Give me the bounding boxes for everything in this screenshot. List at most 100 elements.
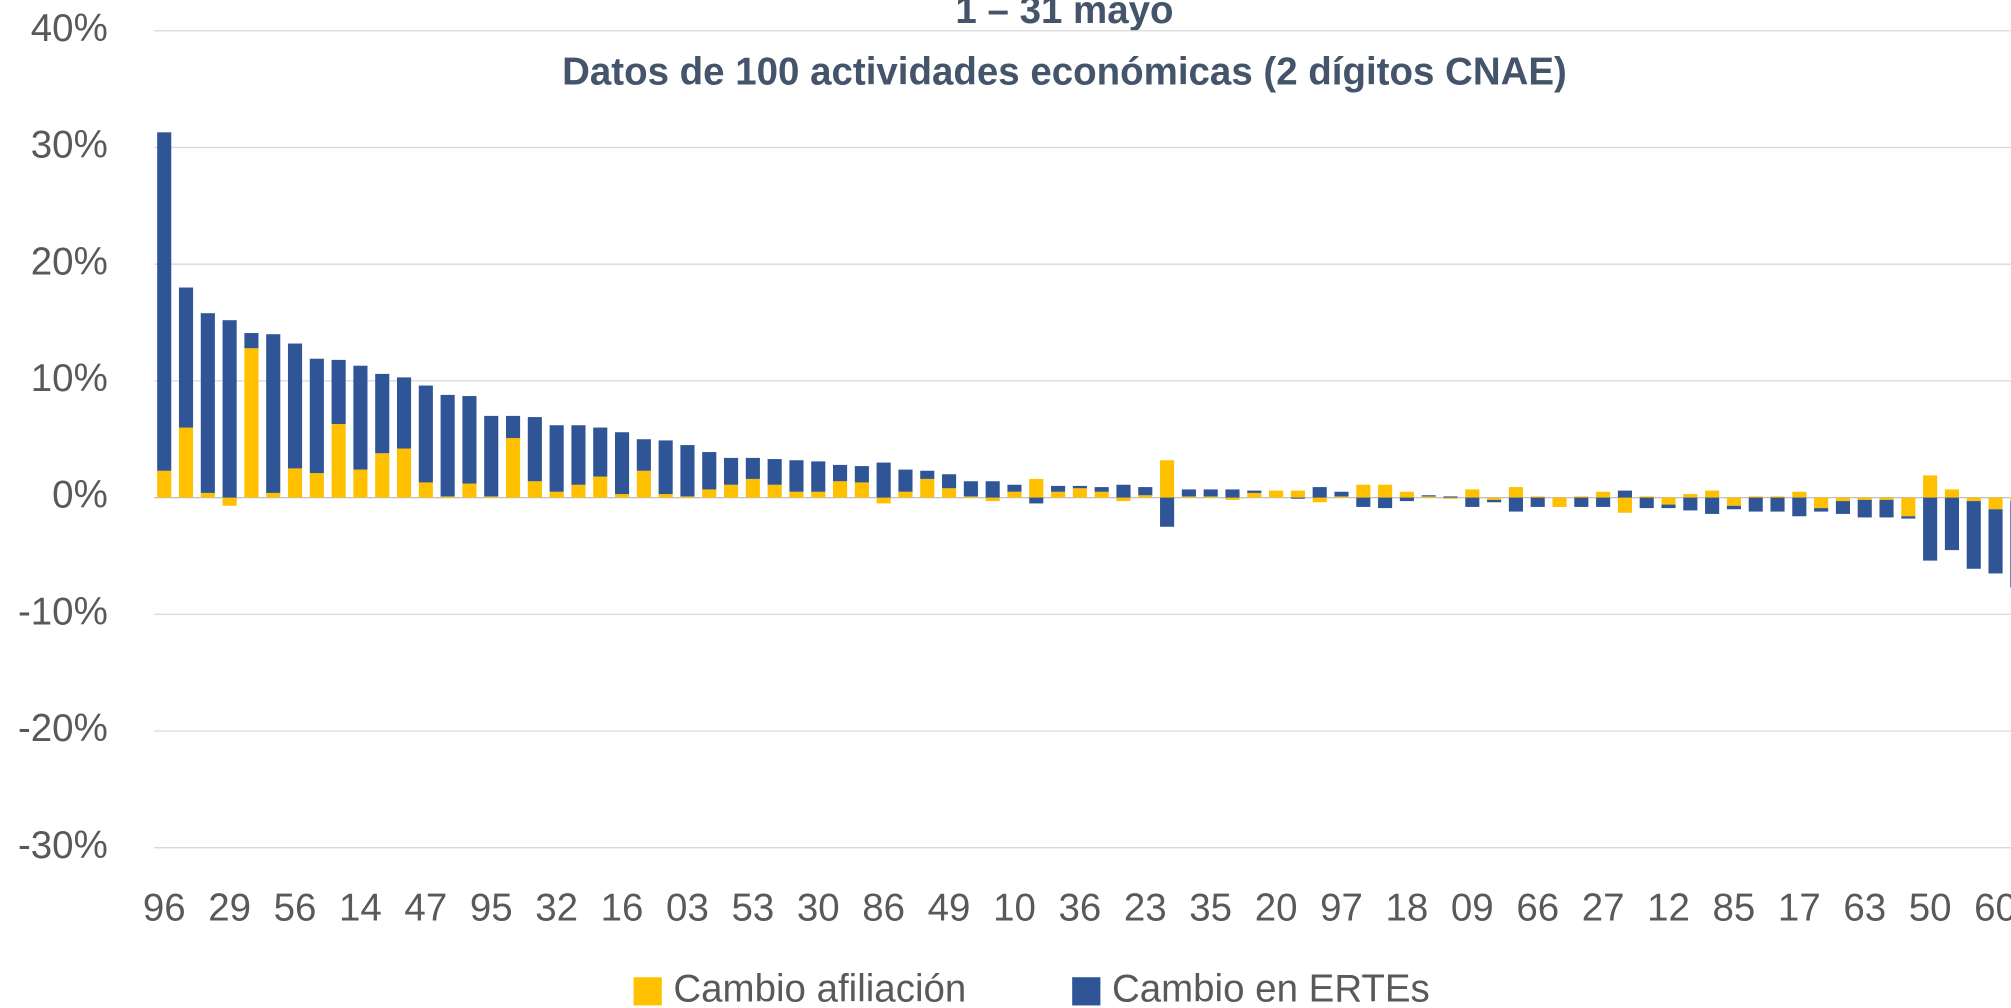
bar <box>331 359 346 425</box>
bar <box>745 478 760 498</box>
bar <box>854 482 869 498</box>
bar <box>309 473 324 498</box>
bar <box>462 483 477 498</box>
bar <box>505 438 521 498</box>
bar <box>1596 497 1611 507</box>
bar <box>1181 489 1196 497</box>
bar <box>1944 497 1959 551</box>
x-tick-label: 66 <box>1516 887 1559 930</box>
bar <box>375 453 390 498</box>
bar <box>1421 496 1436 498</box>
x-tick-label: 32 <box>535 887 578 930</box>
bar <box>920 478 935 498</box>
x-tick-label: 03 <box>666 887 709 930</box>
y-tick-label: 10% <box>31 357 108 400</box>
bar <box>636 439 651 471</box>
bar <box>1835 501 1850 514</box>
bar <box>876 462 891 498</box>
legend-label: Cambio afiliación <box>673 967 966 1008</box>
bar <box>1007 484 1022 492</box>
bar <box>1923 497 1938 561</box>
bar <box>1726 505 1741 510</box>
bar <box>1356 484 1371 498</box>
bar <box>1094 491 1109 498</box>
bar <box>1138 495 1153 498</box>
x-tick-label: 09 <box>1451 887 1494 930</box>
x-tick-label: 29 <box>208 887 251 930</box>
bar <box>178 427 194 498</box>
x-tick-label: 50 <box>1909 887 1952 930</box>
bar <box>1051 485 1066 492</box>
bar <box>1923 475 1938 498</box>
bar <box>222 497 237 506</box>
bar <box>1378 484 1393 498</box>
bar <box>898 469 913 492</box>
bar <box>1007 491 1022 498</box>
bar <box>1835 497 1850 502</box>
bar <box>1312 497 1327 503</box>
bar <box>985 497 1000 502</box>
bar <box>1857 497 1872 500</box>
bar <box>1181 496 1196 498</box>
bar <box>1966 501 1981 569</box>
bar <box>811 491 826 498</box>
y-tick-label: -10% <box>18 590 108 633</box>
bar <box>1683 494 1698 498</box>
bar <box>396 448 412 498</box>
bar <box>1857 499 1872 518</box>
bar <box>505 415 521 439</box>
bar <box>1508 487 1523 498</box>
bar <box>1290 497 1305 499</box>
x-tick-label: 53 <box>731 887 774 930</box>
bar <box>1029 478 1044 498</box>
bar <box>1399 491 1414 498</box>
bar <box>287 343 303 469</box>
bar <box>1203 496 1218 498</box>
bar <box>1487 499 1502 503</box>
bar <box>309 358 324 474</box>
bar <box>1443 497 1458 499</box>
bar <box>1879 497 1894 500</box>
bar <box>811 461 826 492</box>
bar <box>1160 460 1175 498</box>
x-tick-label: 23 <box>1124 887 1167 930</box>
y-tick-label: 0% <box>52 474 108 517</box>
bar <box>963 481 978 497</box>
x-tick-label: 56 <box>274 887 317 930</box>
x-tick-label: 36 <box>1058 887 1101 930</box>
bar <box>1487 497 1502 500</box>
x-tick-label: 10 <box>993 887 1036 930</box>
bar <box>724 457 739 485</box>
bar <box>462 396 477 484</box>
bar <box>702 489 717 498</box>
bar <box>920 470 935 479</box>
y-tick-label: 20% <box>31 240 108 283</box>
bar <box>527 481 542 498</box>
bar <box>1617 497 1632 513</box>
bar <box>614 494 630 498</box>
x-tick-label: 20 <box>1255 887 1298 930</box>
bar <box>1072 488 1087 498</box>
bar <box>440 496 455 498</box>
bar <box>200 492 215 498</box>
x-tick-label: 85 <box>1713 887 1756 930</box>
bar <box>1203 489 1218 497</box>
bar <box>1748 496 1763 498</box>
bar <box>942 474 957 489</box>
bar <box>549 491 564 498</box>
bar <box>1770 497 1785 512</box>
bar <box>658 494 673 498</box>
bar <box>614 432 630 495</box>
bar <box>353 469 368 498</box>
bar <box>200 313 215 493</box>
bar <box>963 496 978 498</box>
x-tick-label: 35 <box>1189 887 1232 930</box>
x-tick-label: 63 <box>1843 887 1886 930</box>
bar <box>1465 497 1480 507</box>
bar <box>527 417 542 482</box>
bar <box>418 385 433 483</box>
bar <box>1617 490 1632 498</box>
x-tick-label: 27 <box>1582 887 1625 930</box>
bar <box>1116 484 1131 498</box>
